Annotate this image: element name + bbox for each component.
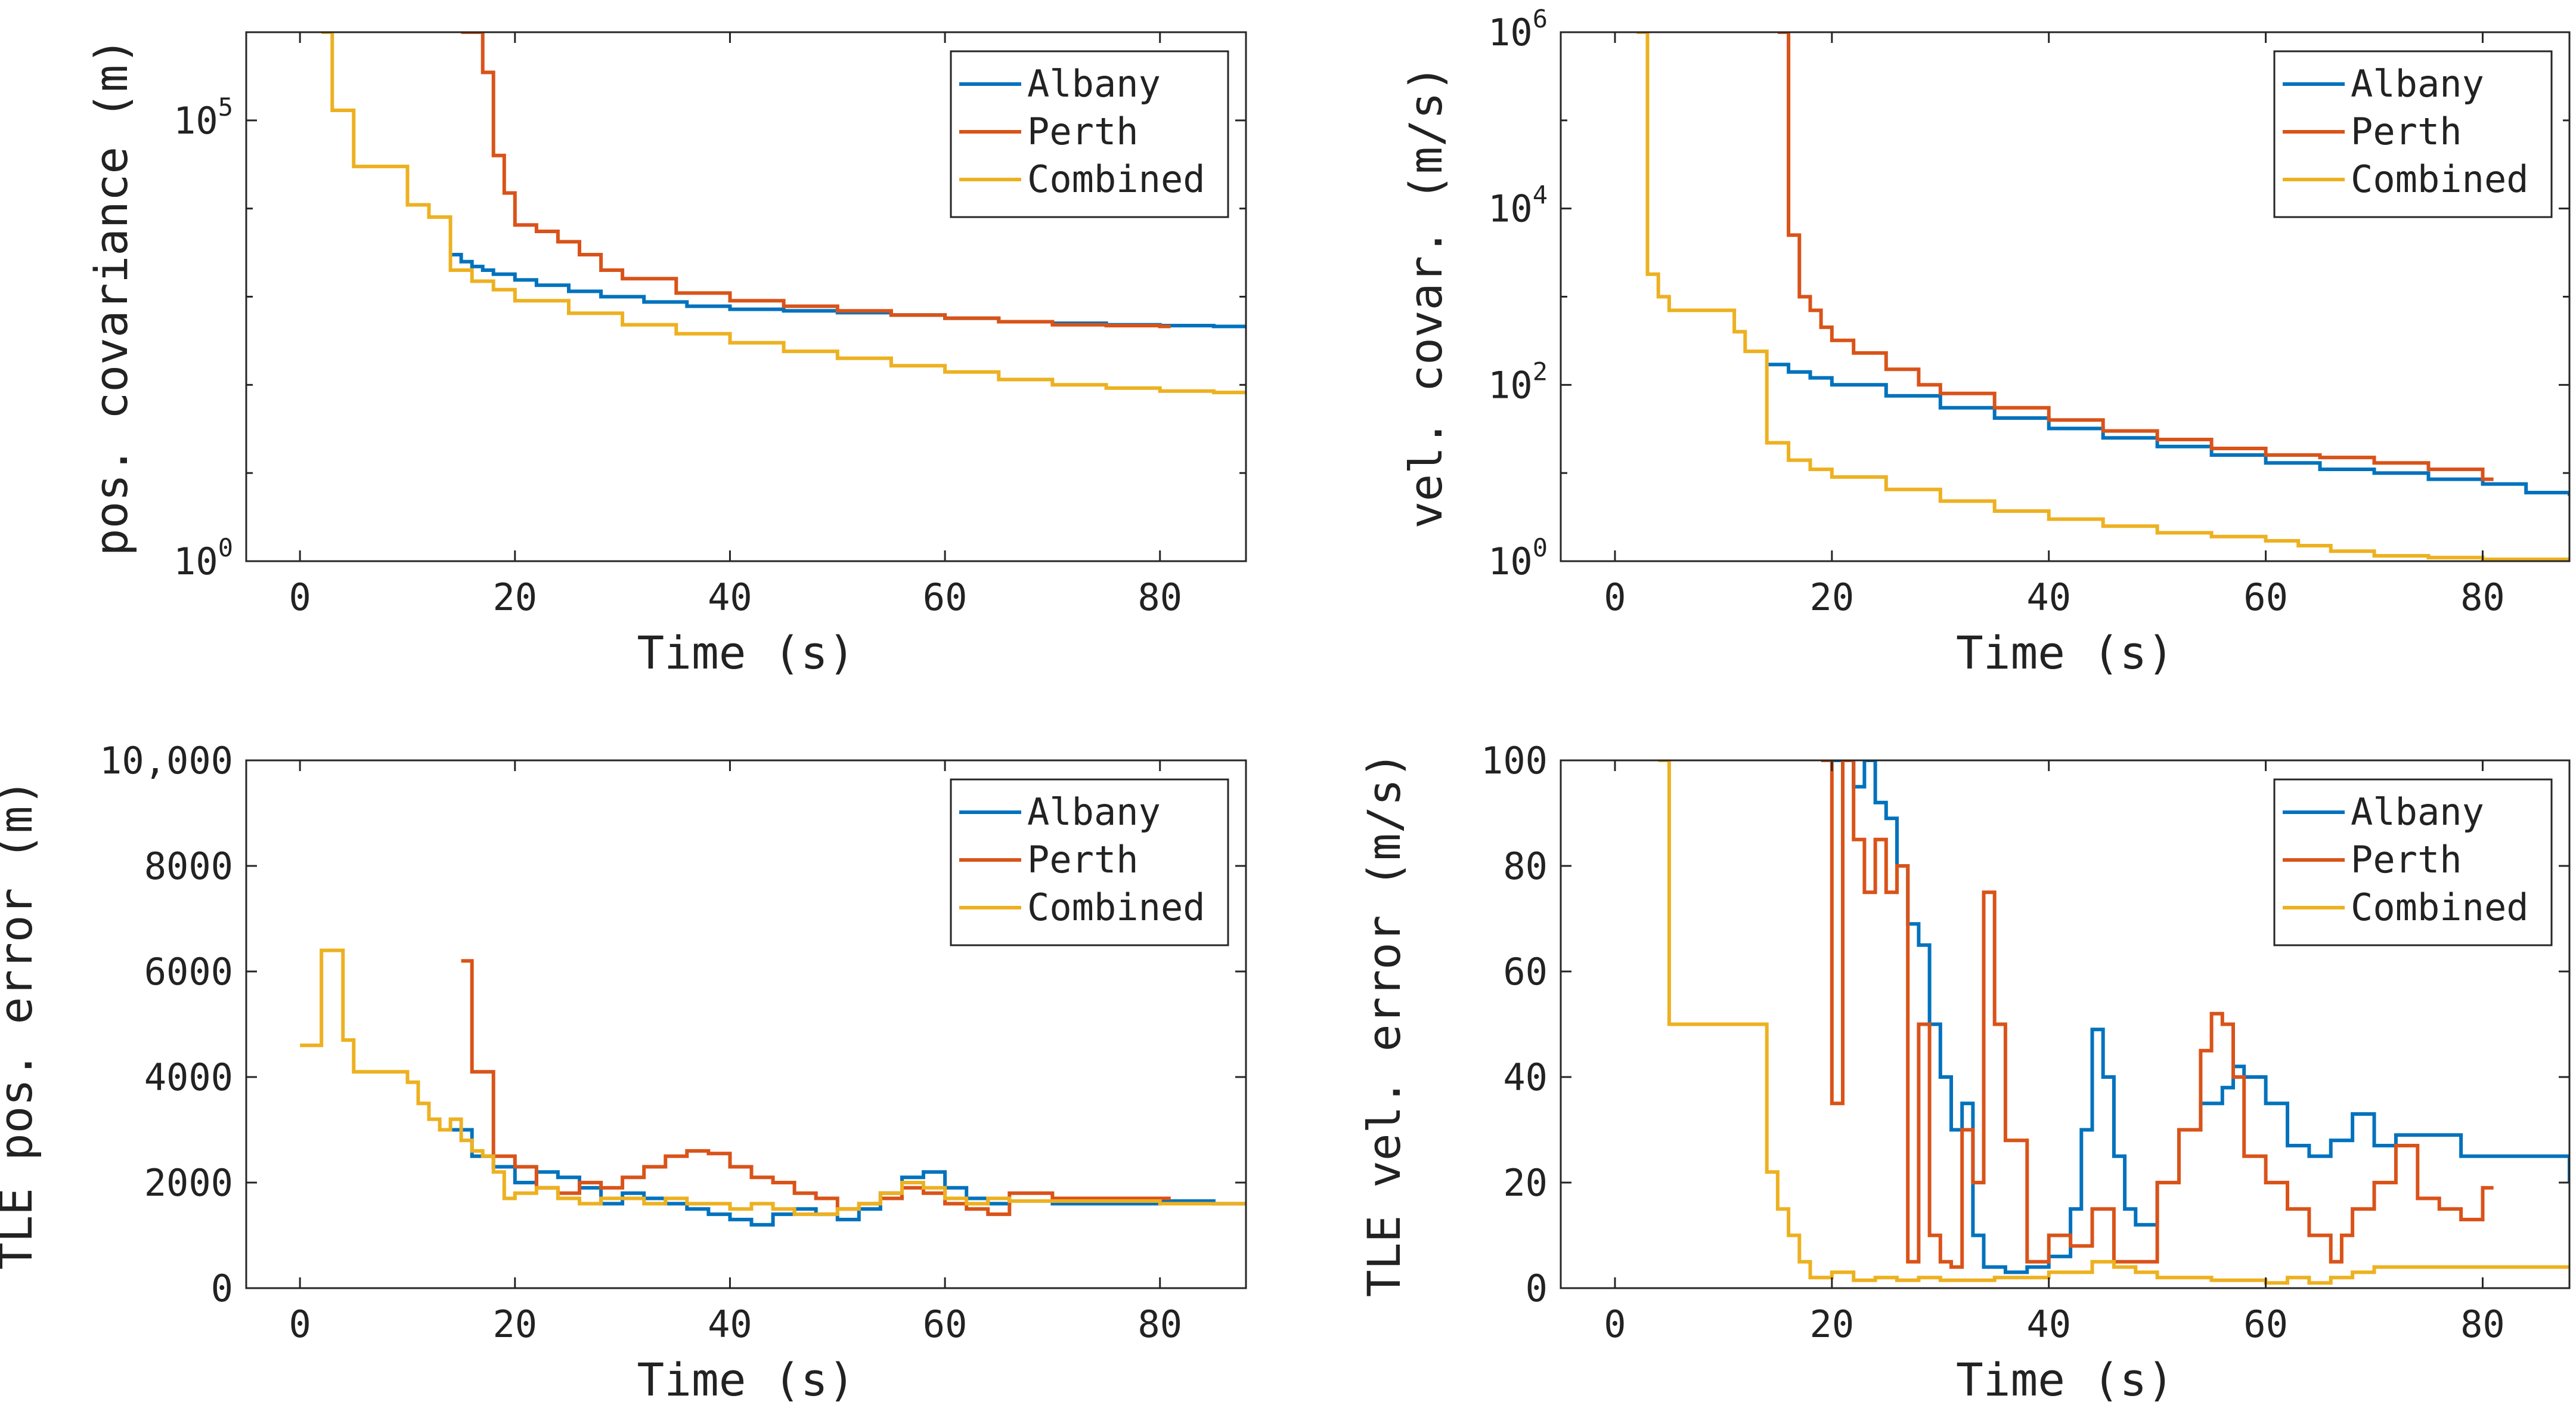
x-tick-label: 20	[1810, 1302, 1855, 1346]
legend-box	[950, 50, 1229, 218]
x-tick-label: 80	[1137, 1302, 1182, 1346]
y-tick-label: 0	[1526, 1267, 1548, 1310]
legend-box	[2273, 50, 2553, 218]
y-tick-label: 20	[1503, 1161, 1548, 1205]
x-tick-label: 0	[289, 1302, 311, 1346]
y-tick-label: 105	[173, 92, 233, 143]
x-tick-label: 80	[2460, 1302, 2505, 1346]
legend-label-combined: Combined	[2351, 157, 2529, 201]
series-line-perth	[1821, 760, 2494, 1269]
x-tick-label: 20	[492, 575, 537, 619]
x-tick-label: 60	[2243, 575, 2288, 619]
series-line-perth	[461, 32, 1171, 329]
x-tick-label: 0	[289, 575, 311, 619]
series-line-albany	[450, 253, 1246, 329]
x-tick-label: 60	[2243, 1302, 2288, 1346]
series-line-albany	[1831, 760, 2569, 1274]
y-tick-label: 106	[1488, 4, 1548, 54]
x-tick-label: 40	[2026, 1302, 2071, 1346]
chart-pos-covariance: 0 20 40 60 80 100 105 Time (s) pos. covariance (…	[85, 31, 1247, 679]
legend-label-perth: Perth	[2351, 838, 2462, 881]
x-tick-label: 60	[923, 1302, 968, 1346]
x-axis-label: Time (s)	[1956, 626, 2174, 679]
series-line-combined	[300, 948, 1246, 1217]
x-tick-label: 40	[2026, 575, 2071, 619]
y-axis-label: TLE pos. error (m)	[0, 779, 42, 1270]
y-tick-label: 80	[1503, 844, 1548, 888]
legend-box	[950, 778, 1229, 946]
legend-label-combined: Combined	[2351, 886, 2529, 929]
y-tick-label: 102	[1488, 357, 1548, 407]
legend-label-albany: Albany	[1027, 62, 1161, 106]
series-line-combined	[1636, 32, 2569, 561]
x-tick-label: 40	[708, 575, 752, 619]
legend-label-albany: Albany	[2351, 62, 2484, 106]
legend-label-albany: Albany	[2351, 790, 2484, 834]
x-tick-label: 80	[1137, 575, 1182, 619]
y-tick-label: 2000	[144, 1161, 233, 1205]
x-tick-label: 40	[708, 1302, 752, 1346]
x-tick-label: 60	[923, 575, 968, 619]
y-axis-label: vel. covar. (m/s)	[1399, 65, 1452, 529]
x-axis-label: Time (s)	[1956, 1353, 2174, 1406]
axes-box	[245, 759, 1247, 1289]
y-tick-label: 104	[1488, 181, 1548, 231]
legend-label-combined: Combined	[1027, 157, 1205, 201]
series-line-perth	[1777, 32, 2494, 481]
y-axis-label: TLE vel. error (m/s)	[1357, 751, 1411, 1297]
y-axis-label: pos. covariance (m)	[85, 38, 138, 556]
x-tick-label: 80	[2460, 575, 2505, 619]
legend-box	[2273, 778, 2553, 946]
y-tick-label: 40	[1503, 1056, 1548, 1099]
x-tick-label: 0	[1604, 575, 1626, 619]
chart-vel-covariance: 0 20 40 60 80 100 102 104 106 Time (s) vel. covar.…	[1399, 4, 2571, 679]
y-tick-label: 10,000	[100, 739, 233, 782]
chart-tle-pos-error: 0 20 40 60 80 0 2000 4000 6000 8000 10,000 Time (s)…	[0, 739, 1247, 1406]
y-tick-label: 4000	[144, 1056, 233, 1099]
x-tick-label: 20	[1810, 575, 1855, 619]
x-tick-label: 20	[492, 1302, 537, 1346]
y-tick-label: 100	[173, 533, 233, 583]
series-line-combined	[321, 32, 1246, 395]
x-axis-label: Time (s)	[637, 626, 855, 679]
y-tick-label: 8000	[144, 844, 233, 888]
y-tick-label: 0	[211, 1267, 233, 1310]
y-tick-label: 100	[1481, 739, 1548, 782]
chart-tle-vel-error: 0 20 40 60 80 0 20 40 60 80 100 Time (s) TLE vel. er…	[1357, 739, 2571, 1406]
axes-box	[1560, 759, 2571, 1289]
x-tick-label: 0	[1604, 1302, 1626, 1346]
legend-label-perth: Perth	[1027, 110, 1139, 153]
legend-label-combined: Combined	[1027, 886, 1205, 929]
y-tick-label: 6000	[144, 950, 233, 994]
legend-label-perth: Perth	[2351, 110, 2462, 153]
legend-label-perth: Perth	[1027, 838, 1139, 881]
x-axis-label: Time (s)	[637, 1353, 855, 1406]
y-tick-label: 100	[1488, 533, 1548, 583]
legend-label-albany: Albany	[1027, 790, 1161, 834]
y-tick-label: 60	[1503, 950, 1548, 994]
